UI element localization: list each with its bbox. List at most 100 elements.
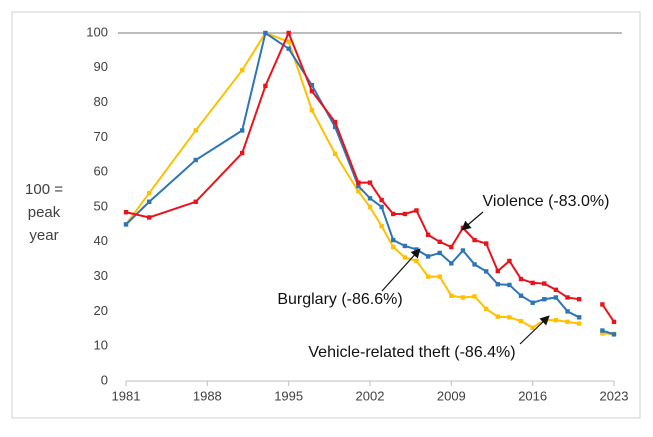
point xyxy=(495,282,501,287)
point xyxy=(600,302,605,307)
point xyxy=(576,321,582,326)
point xyxy=(332,151,338,156)
point xyxy=(460,295,466,300)
point xyxy=(414,258,419,264)
point xyxy=(472,237,477,243)
y-tick-label: 90 xyxy=(94,59,108,74)
point xyxy=(507,282,512,288)
annotation: Vehicle-related theft (-86.4%) xyxy=(308,344,515,361)
point xyxy=(600,331,605,336)
point xyxy=(367,180,373,185)
point xyxy=(518,318,524,324)
point xyxy=(123,210,129,215)
point xyxy=(507,315,512,320)
point xyxy=(553,317,559,323)
point xyxy=(391,211,396,217)
point xyxy=(425,274,431,279)
y-tick-label: 40 xyxy=(94,233,108,248)
point xyxy=(356,189,361,194)
point xyxy=(553,287,559,293)
point xyxy=(576,315,582,320)
point xyxy=(193,199,198,204)
point xyxy=(495,314,501,319)
y-tick-label: 50 xyxy=(94,198,108,213)
point xyxy=(309,88,315,94)
point xyxy=(437,239,442,244)
point xyxy=(332,124,338,130)
point xyxy=(309,108,315,113)
point xyxy=(286,30,291,36)
point xyxy=(402,211,408,217)
annotation: Burglary (-86.6%) xyxy=(277,291,402,308)
x-tick-label: 1995 xyxy=(274,388,303,403)
point xyxy=(356,180,361,185)
point xyxy=(123,222,129,227)
point xyxy=(239,128,245,133)
point xyxy=(449,261,454,266)
point xyxy=(263,83,268,89)
point xyxy=(391,244,396,250)
point xyxy=(611,319,617,325)
point xyxy=(332,119,338,125)
point xyxy=(286,39,291,44)
point xyxy=(379,204,384,210)
point xyxy=(263,30,268,36)
y-tick-label: 10 xyxy=(94,338,108,353)
annotation-arrow xyxy=(519,315,550,345)
point xyxy=(530,325,535,330)
point xyxy=(542,297,547,302)
point xyxy=(239,68,245,73)
point xyxy=(367,196,373,201)
point xyxy=(356,183,361,189)
point xyxy=(530,280,535,286)
x-tick-label: 2016 xyxy=(518,388,547,403)
point xyxy=(449,244,454,250)
x-tick-label: 2023 xyxy=(600,388,629,403)
point xyxy=(367,204,373,210)
point xyxy=(193,128,198,133)
point xyxy=(576,297,582,302)
point xyxy=(518,293,524,298)
point xyxy=(437,274,442,279)
y-tick-label: 80 xyxy=(94,94,108,109)
x-tick-label: 1988 xyxy=(193,388,222,403)
point xyxy=(483,306,489,312)
point xyxy=(147,199,152,204)
x-tick-label: 2009 xyxy=(437,388,466,403)
point xyxy=(402,255,408,260)
point xyxy=(449,293,454,298)
y-tick-label: 30 xyxy=(94,268,108,283)
point xyxy=(460,248,466,253)
y-tick-label: 100 xyxy=(86,24,108,39)
point xyxy=(483,269,489,274)
point xyxy=(402,243,408,249)
x-tick-label: 2002 xyxy=(356,388,385,403)
point xyxy=(565,295,570,300)
y-tick-label: 70 xyxy=(94,129,108,144)
point xyxy=(147,190,152,196)
point xyxy=(391,237,396,243)
point xyxy=(553,295,559,300)
point xyxy=(239,150,245,156)
point xyxy=(507,258,512,264)
chart-frame xyxy=(11,11,641,419)
y-axis-label: year xyxy=(29,227,58,244)
x-tick-label: 1981 xyxy=(112,388,141,403)
point xyxy=(425,232,431,238)
point xyxy=(495,268,501,274)
point xyxy=(565,319,570,325)
y-tick-label: 0 xyxy=(101,372,108,387)
point xyxy=(309,83,315,88)
y-tick-label: 20 xyxy=(94,303,108,318)
point xyxy=(483,241,489,246)
point xyxy=(530,300,535,305)
point xyxy=(379,223,384,229)
point xyxy=(472,294,477,299)
point xyxy=(379,197,384,203)
point xyxy=(472,262,477,267)
annotation: Violence (-83.0%) xyxy=(483,193,610,210)
point xyxy=(600,328,605,333)
point xyxy=(147,215,152,220)
series-line xyxy=(125,30,615,323)
